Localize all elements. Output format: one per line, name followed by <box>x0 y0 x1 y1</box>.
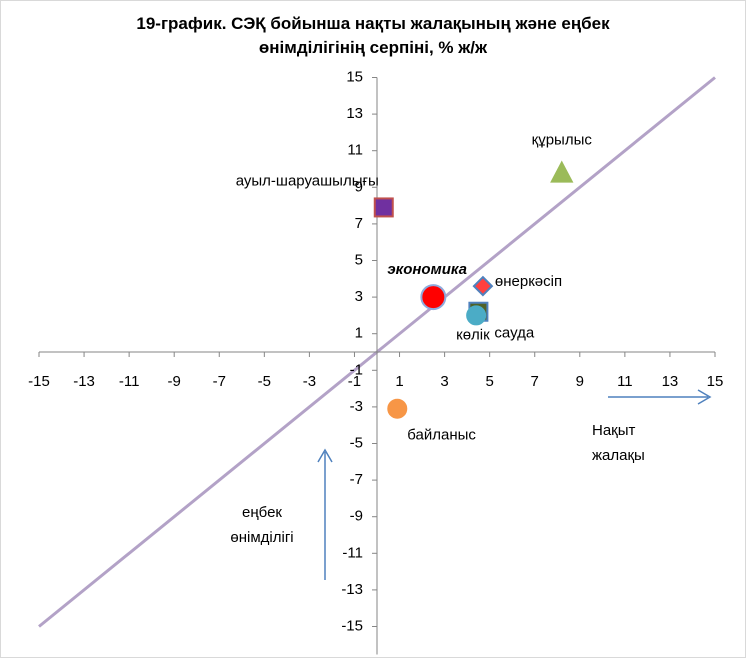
y-tick-label: 13 <box>346 105 363 122</box>
point <box>420 284 447 311</box>
y-tick-label: -11 <box>342 544 363 561</box>
y-tick-label: -15 <box>341 617 363 634</box>
x-axis-label: Нақыт жалақы <box>592 422 645 464</box>
y-tick-label: 15 <box>346 68 363 85</box>
point <box>550 160 574 183</box>
point-label: өнеркәсіп <box>495 273 562 290</box>
point-label: көлік <box>456 326 490 343</box>
x-tick-label: 15 <box>707 373 724 390</box>
x-tick-label: -9 <box>168 373 181 390</box>
y-arrow-head <box>317 448 333 463</box>
y-tick-label: 11 <box>347 142 363 159</box>
point-label: сауда <box>494 325 534 342</box>
y-tick-label: 5 <box>355 251 363 268</box>
y-tick-label: -13 <box>341 581 363 598</box>
y-tick-label: -7 <box>350 471 363 488</box>
x-tick-label: -7 <box>213 373 226 390</box>
point-label: байланыс <box>407 427 476 444</box>
x-tick-label: -1 <box>348 373 361 390</box>
x-tick-label: 3 <box>440 373 448 390</box>
y-tick-label: -5 <box>350 434 363 451</box>
point-label: құрылыс <box>532 132 593 149</box>
y-axis-label: еңбек өнімділігі <box>230 504 294 546</box>
x-tick-label: 1 <box>395 373 403 390</box>
y-tick-label: -9 <box>350 508 363 525</box>
x-tick-label: 13 <box>662 373 679 390</box>
point <box>466 305 487 326</box>
x-tick-label: -15 <box>28 373 50 390</box>
x-tick-label: 9 <box>576 373 584 390</box>
point <box>387 398 408 419</box>
y-tick-label: 3 <box>355 288 363 305</box>
x-arrow-head <box>697 389 712 405</box>
x-tick-label: 5 <box>485 373 493 390</box>
y-tick-label: 1 <box>355 325 363 342</box>
point-label: ауыл-шаруашылығы <box>236 172 379 189</box>
y-tick-label: 9 <box>355 178 363 195</box>
point <box>472 275 494 297</box>
x-tick-label: -3 <box>303 373 316 390</box>
chart-title: 19-график. СЭҚ бойынша нақты жалақының ж… <box>136 14 610 57</box>
point-label: экономика <box>387 261 467 278</box>
point <box>373 197 394 218</box>
x-tick-label: 11 <box>617 373 633 390</box>
y-tick-label: 7 <box>355 215 363 232</box>
y-tick-label: -3 <box>350 398 363 415</box>
x-tick-label: -11 <box>119 373 140 390</box>
x-tick-label: 7 <box>531 373 539 390</box>
y-tick-label: -1 <box>350 361 363 378</box>
x-tick-label: -5 <box>258 373 271 390</box>
x-tick-label: -13 <box>73 373 95 390</box>
